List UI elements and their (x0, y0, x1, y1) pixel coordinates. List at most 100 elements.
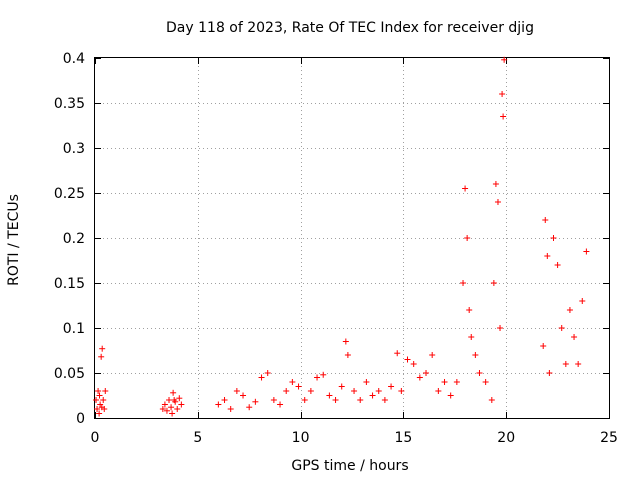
data-point (447, 392, 454, 399)
data-point (435, 388, 442, 394)
data-point (562, 361, 569, 367)
data-point (215, 401, 222, 408)
data-point (332, 397, 339, 403)
data-point (497, 325, 504, 331)
data-point (168, 404, 175, 411)
data-point (558, 325, 565, 331)
data-point (169, 410, 176, 417)
data-point (258, 374, 265, 381)
data-point (468, 334, 475, 340)
data-point (283, 388, 290, 394)
data-point (166, 397, 173, 403)
data-point (381, 397, 388, 403)
data-point (163, 407, 170, 414)
data-point (388, 383, 395, 390)
data-points (93, 56, 590, 417)
y-tick-label: 0.2 (63, 231, 85, 247)
data-point (227, 406, 234, 412)
plot-frame (94, 57, 610, 419)
data-point (394, 350, 401, 357)
data-point (338, 383, 345, 390)
y-tick-label: 0.15 (54, 276, 85, 292)
data-point (501, 56, 508, 63)
data-point (178, 401, 185, 408)
data-point (96, 392, 103, 399)
data-point (357, 397, 364, 403)
data-point (462, 185, 469, 192)
x-tick-labels: 0 5 10 15 20 25 (91, 430, 618, 446)
data-point (460, 280, 467, 286)
x-tick-label: 5 (193, 430, 202, 446)
data-point (554, 262, 561, 268)
data-point (240, 392, 247, 399)
data-point (416, 374, 423, 381)
data-point (499, 91, 506, 97)
data-point (93, 397, 100, 403)
data-point (540, 343, 547, 349)
data-point (246, 404, 253, 411)
x-tick-label: 25 (600, 430, 618, 446)
data-point (404, 356, 411, 363)
data-point (174, 406, 181, 412)
data-point (270, 397, 277, 403)
data-point (544, 253, 551, 259)
data-point (170, 389, 177, 396)
data-point (351, 388, 358, 394)
y-tick-label: 0.35 (54, 96, 85, 112)
data-point (542, 217, 549, 223)
data-point (466, 307, 473, 313)
data-point (369, 392, 376, 399)
data-point (375, 388, 382, 394)
data-point (441, 379, 448, 385)
data-point (342, 338, 349, 345)
data-point (494, 199, 501, 205)
data-point (550, 235, 557, 241)
data-point (289, 379, 296, 385)
data-point (161, 401, 168, 408)
axis-ticks (95, 58, 610, 419)
data-point (96, 410, 103, 417)
data-point (579, 298, 586, 304)
x-axis-label: GPS time / hours (291, 458, 408, 474)
data-point (98, 404, 105, 411)
data-point (320, 371, 327, 378)
data-point (295, 383, 302, 390)
data-point (546, 370, 553, 376)
x-tick-label: 10 (292, 430, 310, 446)
data-point (99, 345, 106, 352)
grid-lines (95, 58, 609, 418)
x-tick-label: 20 (497, 430, 515, 446)
data-point (571, 334, 578, 340)
x-tick-label: 15 (394, 430, 412, 446)
data-point (252, 398, 259, 405)
y-tick-label: 0.1 (63, 321, 85, 337)
data-point (344, 352, 351, 358)
data-point (566, 307, 573, 313)
data-point (363, 379, 370, 385)
data-point (171, 397, 178, 403)
data-point (221, 397, 228, 403)
data-point (575, 361, 582, 367)
data-point (488, 397, 495, 403)
data-point (482, 379, 489, 385)
y-tick-label: 0 (76, 411, 85, 427)
data-point (490, 280, 497, 286)
data-point (176, 395, 183, 402)
data-point (500, 113, 507, 120)
y-tick-label: 0.05 (54, 366, 85, 382)
data-point (492, 181, 499, 187)
x-tick-label: 0 (91, 430, 100, 446)
data-point (307, 388, 314, 394)
y-tick-labels: 0 0.05 0.1 0.15 0.2 0.25 0.3 0.35 0.4 (54, 51, 85, 427)
data-point (95, 388, 102, 394)
data-point (453, 379, 460, 385)
data-point (264, 370, 271, 376)
data-point (410, 361, 417, 367)
data-point (429, 352, 436, 358)
data-point (277, 401, 284, 408)
y-tick-label: 0.25 (54, 186, 85, 202)
data-point (98, 353, 105, 360)
chart-title: Day 118 of 2023, Rate Of TEC Index for r… (166, 20, 534, 36)
y-tick-label: 0.3 (63, 141, 85, 157)
data-point (583, 248, 590, 255)
